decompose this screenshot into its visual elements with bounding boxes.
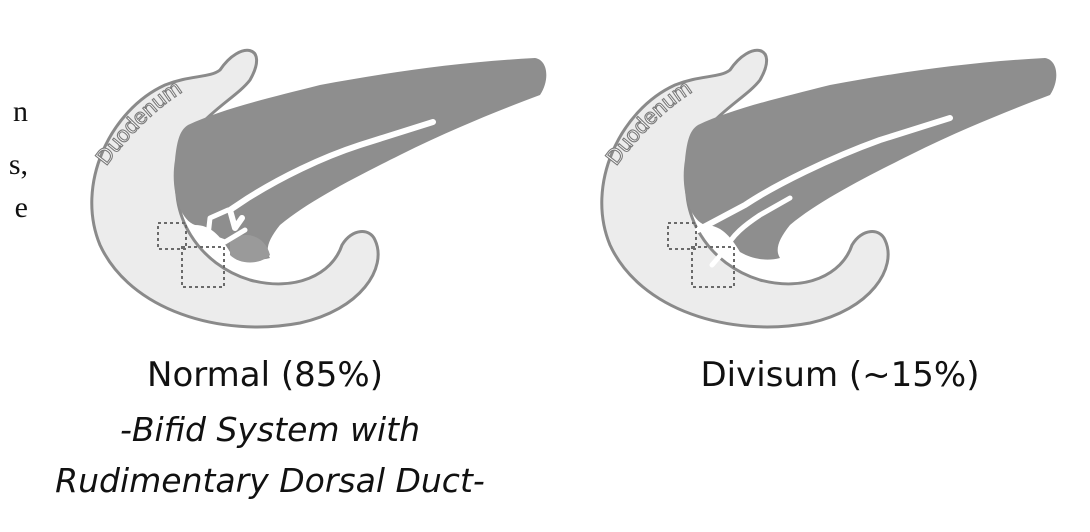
pancreas-body bbox=[683, 58, 1057, 260]
major-papilla-box bbox=[181, 246, 225, 288]
main-pancreatic-duct bbox=[227, 119, 436, 231]
divisum-pancreas-diagram: Duodenum bbox=[600, 48, 1057, 329]
pancreas-body bbox=[173, 58, 547, 260]
divisum-caption: Divisum (~15%) bbox=[700, 355, 980, 395]
normal-subcaption-line-2: Rudimentary Dorsal Duct- bbox=[55, 461, 485, 500]
minor-papilla-box bbox=[157, 222, 187, 250]
duct-bifurcation bbox=[205, 207, 248, 245]
clipped-text-fragment-2: s, bbox=[8, 148, 28, 181]
normal-caption: Normal (85%) bbox=[147, 355, 383, 395]
ventral-duct bbox=[709, 195, 793, 268]
minor-papilla-box bbox=[667, 222, 697, 250]
major-papilla-box bbox=[691, 246, 735, 288]
pancreas-head-lobe bbox=[230, 235, 270, 263]
clipped-text-fragment-1: n bbox=[13, 95, 28, 128]
normal-subcaption-line-1: -Bifid System with bbox=[119, 410, 421, 449]
clipped-text-fragment-3: e bbox=[14, 191, 28, 224]
normal-pancreas-diagram: Duodenum bbox=[90, 48, 547, 329]
dorsal-duct bbox=[695, 115, 953, 233]
